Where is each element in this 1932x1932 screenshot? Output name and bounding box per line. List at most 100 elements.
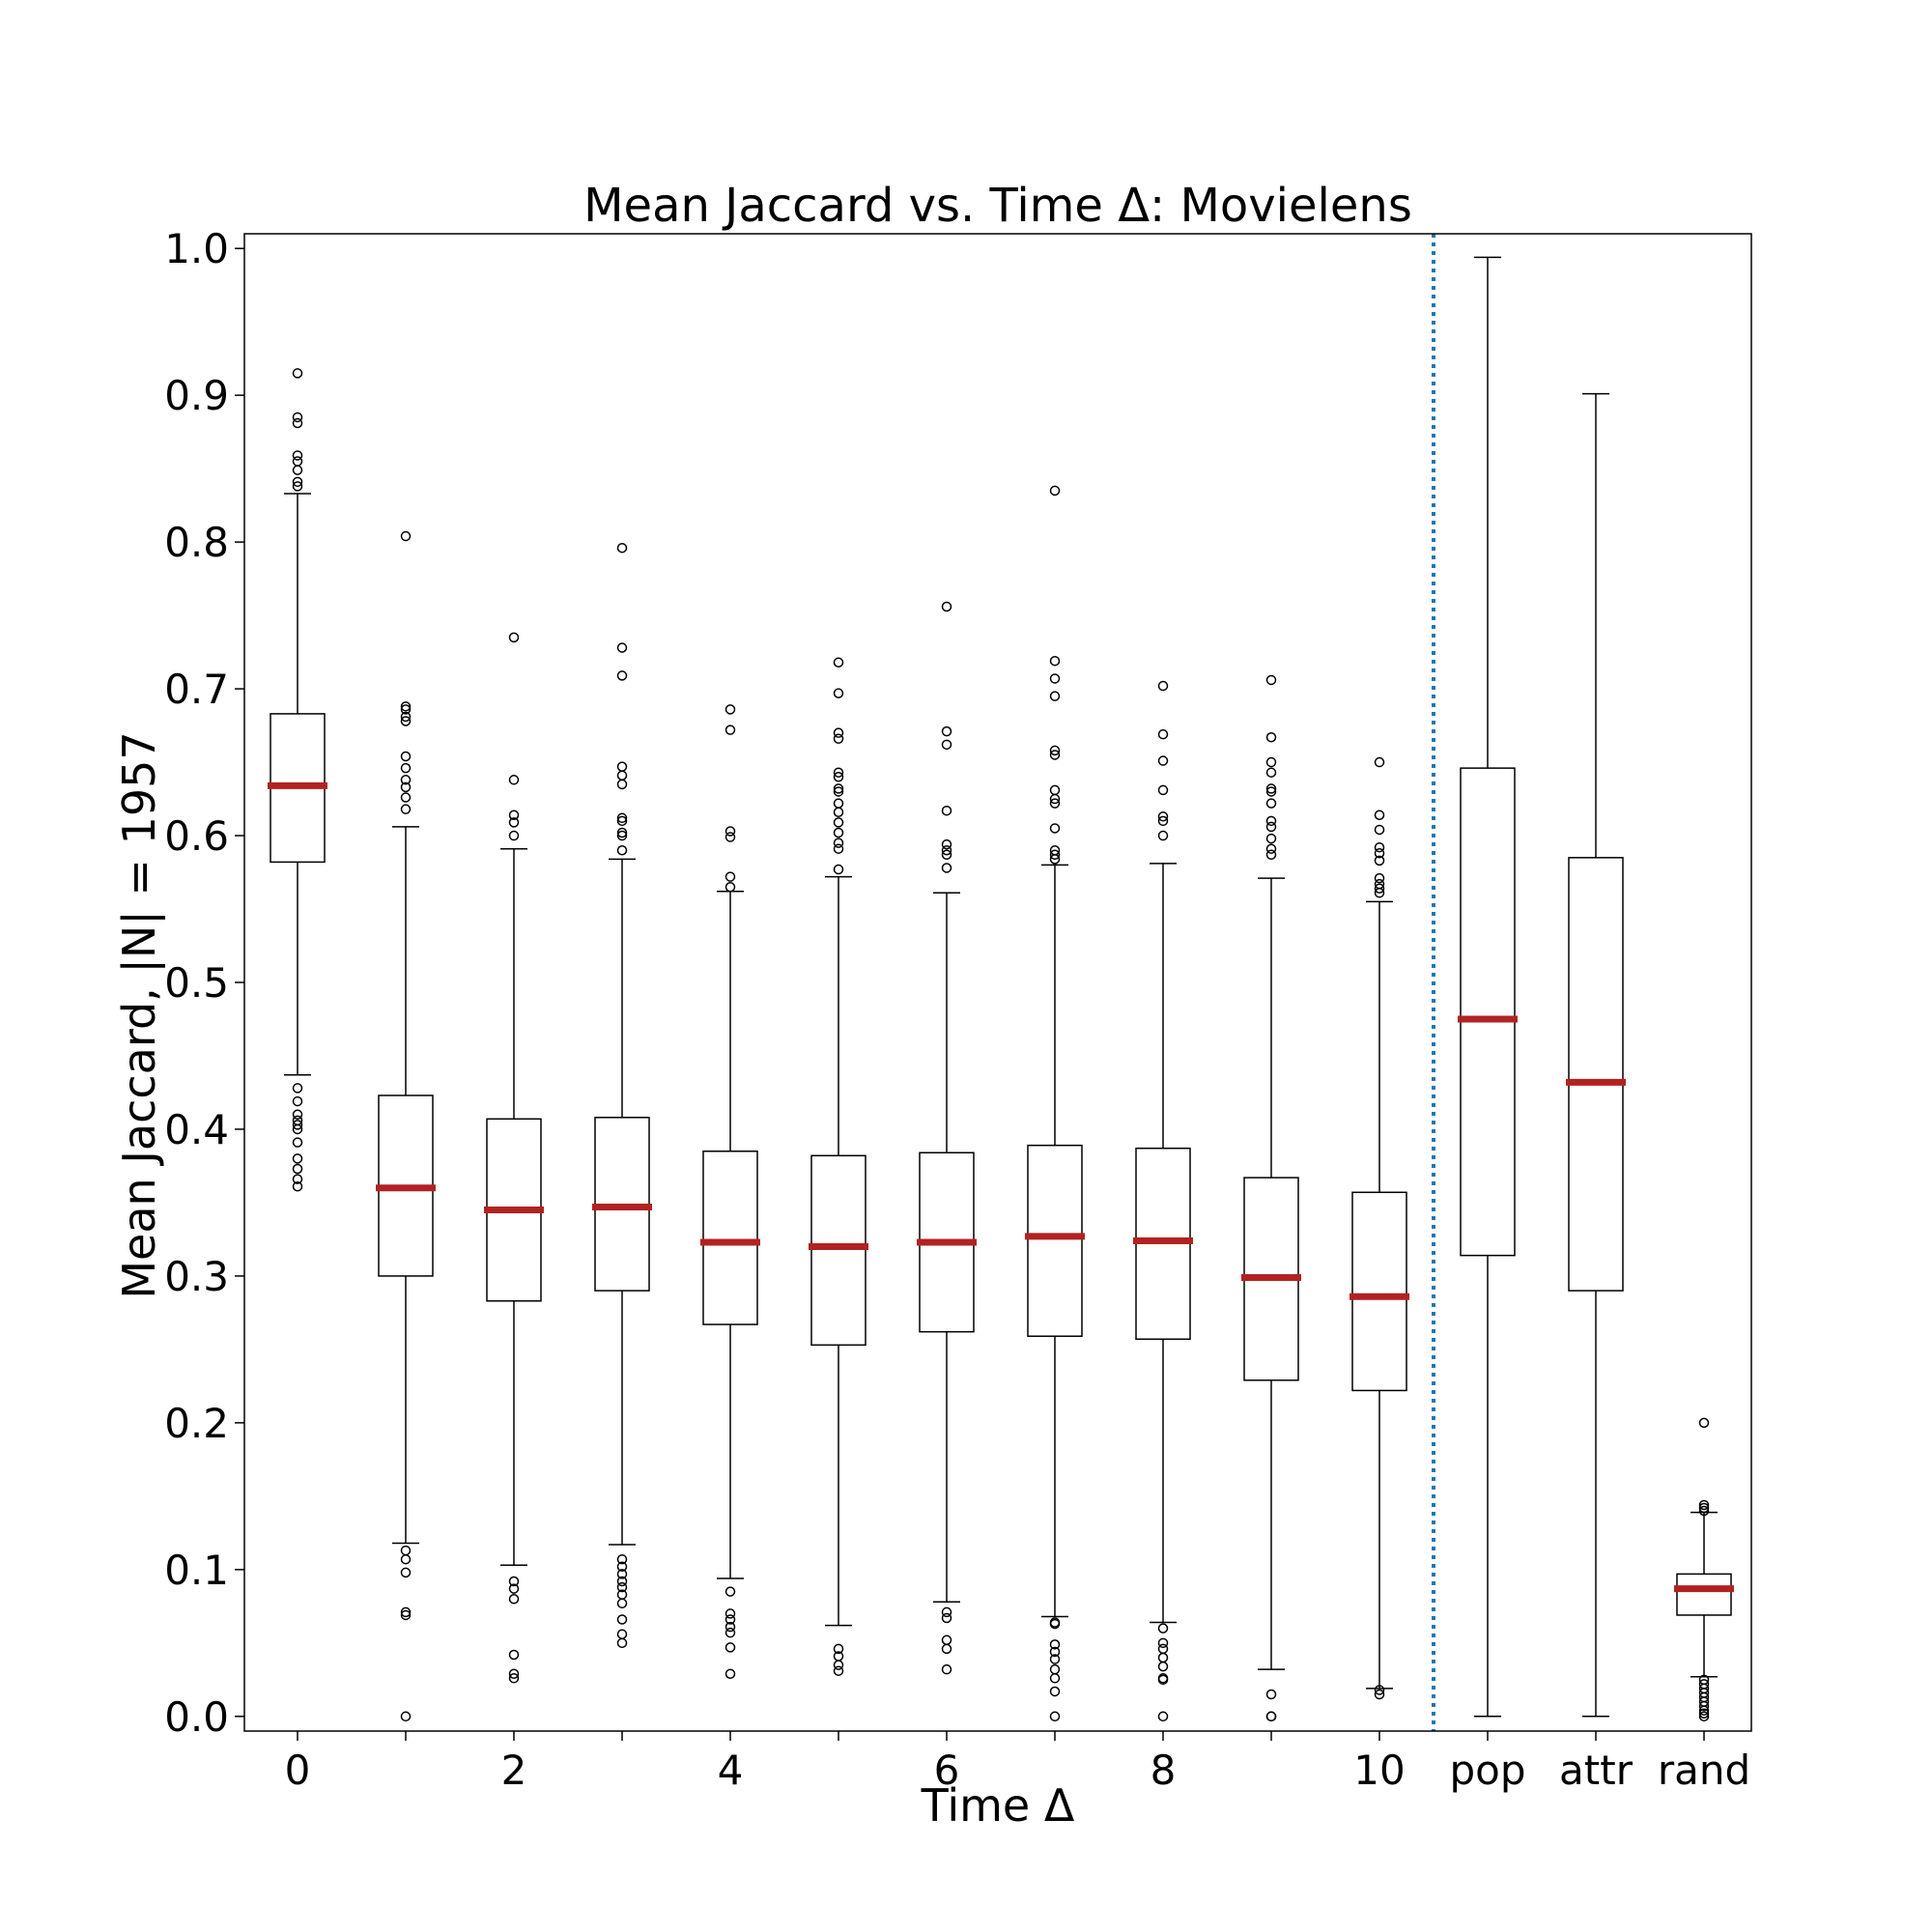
- outlier-point: [292, 1123, 303, 1135]
- outlier-point: [400, 781, 412, 793]
- outlier-point: [616, 670, 628, 681]
- outlier-point: [400, 530, 412, 542]
- outlier-point: [833, 827, 844, 838]
- outlier-point: [400, 716, 412, 726]
- outlier-point: [508, 830, 520, 841]
- outlier-point: [1374, 855, 1385, 867]
- outlier-point: [1157, 811, 1169, 822]
- outlier-point: [292, 368, 303, 379]
- outlier-point: [1049, 750, 1061, 760]
- y-tick-label: 0.5: [164, 959, 229, 1007]
- outlier-point: [1157, 1623, 1169, 1634]
- outlier-point: [1049, 1654, 1061, 1664]
- outlier-point: [833, 727, 844, 738]
- outlier-point: [1049, 784, 1061, 796]
- outlier-point: [1265, 783, 1277, 794]
- outlier-point: [833, 798, 844, 809]
- outlier-point: [724, 871, 736, 882]
- outlier-point: [1157, 1711, 1169, 1722]
- outlier-point: [616, 779, 628, 790]
- outlier-point: [1049, 1639, 1061, 1650]
- outlier-point: [1049, 691, 1061, 701]
- outlier-point: [1374, 872, 1385, 884]
- plot-frame: [243, 233, 1752, 1732]
- outlier-point: [292, 1109, 303, 1121]
- outlier-point: [508, 1576, 520, 1587]
- y-tick-label: 0.3: [164, 1253, 229, 1300]
- outlier-point: [292, 1137, 303, 1148]
- outlier-point: [1265, 1689, 1277, 1700]
- outlier-point: [292, 1083, 303, 1094]
- outlier-point: [616, 761, 628, 772]
- outlier-point: [1374, 1689, 1385, 1700]
- outlier-point: [616, 1553, 628, 1565]
- outlier-point: [1049, 1618, 1061, 1630]
- outlier-point: [292, 412, 303, 423]
- outlier-point: [400, 1606, 412, 1618]
- outlier-point: [616, 1629, 628, 1639]
- outlier-point: [724, 1586, 736, 1597]
- outlier-point: [616, 1637, 628, 1649]
- outlier-point: [1265, 843, 1277, 854]
- outlier-point: [1157, 1661, 1169, 1672]
- outlier-point: [1265, 798, 1277, 809]
- outlier-point: [616, 844, 628, 856]
- outlier-point: [1698, 1499, 1710, 1511]
- outlier-point: [724, 1642, 736, 1653]
- x-tick-label: 8: [1151, 1747, 1177, 1794]
- outlier-point: [1157, 680, 1169, 692]
- outlier-point: [1265, 786, 1277, 797]
- box-iqr: [702, 1151, 758, 1325]
- outlier-point: [508, 1583, 520, 1594]
- plot-area: 0.0 0.1 0.2 0.3 0.4 0.5 0.6 0.7 0.8 0.9 1.0 0 2 4 6 8 10…: [164, 225, 1750, 1794]
- outlier-point: [400, 804, 412, 814]
- outlier-point: [833, 772, 844, 782]
- outlier-point: [400, 751, 412, 762]
- outlier-point: [833, 864, 844, 875]
- outlier-point: [508, 1668, 520, 1679]
- outlier-point: [724, 1627, 736, 1638]
- x-tick-label: rand: [1658, 1747, 1750, 1794]
- outlier-point: [833, 786, 844, 797]
- outlier-point: [400, 1711, 412, 1722]
- outlier-point: [292, 1153, 303, 1164]
- y-tick-label: 0.2: [164, 1400, 229, 1447]
- outlier-point: [292, 1120, 303, 1130]
- outlier-point: [292, 1095, 303, 1107]
- outlier-point: [941, 1663, 952, 1675]
- y-tick-label: 0.9: [164, 372, 229, 419]
- outlier-point: [1374, 1685, 1385, 1695]
- box-iqr: [1027, 1144, 1083, 1337]
- outlier-point: [1698, 1417, 1710, 1429]
- outlier-point: [833, 843, 844, 854]
- outlier-point: [400, 1545, 412, 1556]
- outlier-point: [508, 632, 520, 643]
- outlier-point: [941, 725, 952, 737]
- outlier-point: [400, 792, 412, 803]
- outlier-point: [1157, 1643, 1169, 1655]
- outlier-point: [1049, 1686, 1061, 1697]
- outlier-point: [833, 1665, 844, 1676]
- chart-title: Mean Jaccard vs. Time Δ: Movielens: [583, 179, 1412, 233]
- y-tick-label: 0.8: [164, 519, 229, 566]
- outlier-point: [1374, 810, 1385, 821]
- outlier-point: [1049, 485, 1061, 497]
- x-tick-label: attr: [1559, 1747, 1634, 1794]
- outlier-point: [941, 844, 952, 856]
- outlier-point: [616, 1614, 628, 1625]
- outlier-point: [616, 1576, 628, 1587]
- outlier-point: [724, 1621, 736, 1633]
- x-tick-label: 6: [934, 1747, 960, 1794]
- outlier-point: [1374, 883, 1385, 894]
- box-iqr: [1676, 1573, 1732, 1616]
- outlier-point: [616, 642, 628, 653]
- outlier-point: [616, 1581, 628, 1593]
- outlier-point: [1049, 673, 1061, 684]
- outlier-point: [1265, 833, 1277, 844]
- outlier-point: [508, 817, 520, 828]
- outlier-point: [292, 1163, 303, 1175]
- outlier-point: [508, 775, 520, 785]
- outlier-point: [1374, 841, 1385, 853]
- outlier-point: [292, 1174, 303, 1184]
